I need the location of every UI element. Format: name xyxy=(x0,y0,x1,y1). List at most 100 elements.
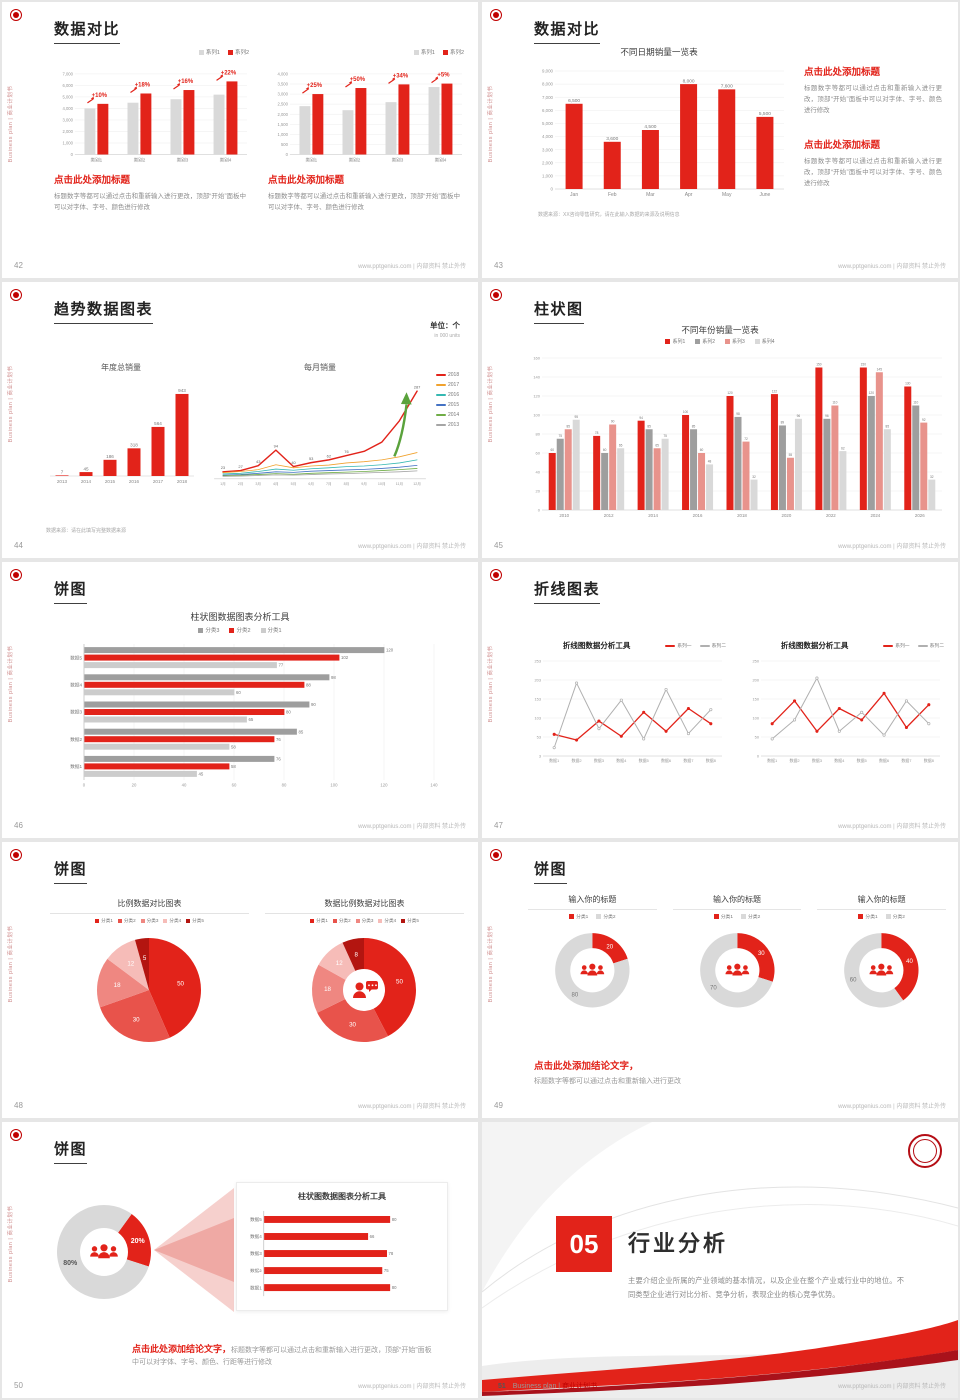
svg-text:20: 20 xyxy=(606,944,613,950)
slide-46[interactable]: Business plan | 商业计划书 饼图 柱状图数据图表分析工具 分类3… xyxy=(2,562,478,838)
slide-footer: www.pptgenius.com | 内部资料 禁止外传 xyxy=(358,264,466,270)
svg-text:89: 89 xyxy=(781,421,785,425)
grouped-bar-chart: 160 140 120 100 80 60 40 20 0 2010 60 75 85 95 2012 78 6… xyxy=(533,356,942,518)
svg-text:类别3: 类别3 xyxy=(177,156,189,163)
svg-text:100: 100 xyxy=(753,716,760,721)
svg-text:4,500: 4,500 xyxy=(644,124,656,130)
legend-item: 分类2 xyxy=(741,913,760,920)
svg-text:3: 3 xyxy=(539,754,541,759)
page-number: 46 xyxy=(14,821,23,830)
svg-text:85: 85 xyxy=(299,729,304,734)
svg-text:66: 66 xyxy=(370,1234,375,1239)
slide-47[interactable]: Business plan | 商业计划书 折线图表 折线图数据分析工具 系列一… xyxy=(482,562,958,838)
svg-text:7,000: 7,000 xyxy=(542,95,554,100)
svg-text:3,000: 3,000 xyxy=(277,92,288,97)
block-body: 标题数字等都可以通过点击和重新输入进行更改，顶部“开始”面板中可以对字体、字号、… xyxy=(804,85,942,115)
svg-text:85: 85 xyxy=(566,424,570,428)
legend-item: 分类1 xyxy=(95,918,113,924)
svg-text:10月: 10月 xyxy=(378,481,386,486)
block-title: 点击此处添加标题 xyxy=(804,139,881,151)
donut-chart: 20% 80% xyxy=(56,1205,151,1299)
series-swatch xyxy=(665,644,676,647)
svg-text:2013: 2013 xyxy=(57,479,68,484)
svg-text:150: 150 xyxy=(861,363,867,367)
svg-text:80: 80 xyxy=(572,992,579,998)
svg-text:类别4: 类别4 xyxy=(220,156,232,163)
svg-text:100: 100 xyxy=(533,413,540,418)
svg-text:48: 48 xyxy=(708,460,712,464)
svg-text:12: 12 xyxy=(127,960,134,967)
slide-44[interactable]: Business plan | 商业计划书 趋势数据图表 单位：个 in 000… xyxy=(2,282,478,558)
section-body: 主要介绍企业所属的产业领域的基本情况，以及企业在整个产业或行业中的地位。不同类型… xyxy=(628,1276,904,1300)
slide-footer: www.pptgenius.com | 内部资料 禁止外传 xyxy=(358,1104,466,1110)
svg-text:20: 20 xyxy=(536,489,541,494)
slide-45[interactable]: Business plan | 商业计划书 柱状图 不同年份销量一览表 系列1 … xyxy=(482,282,958,558)
monthly-line-chart-box: 每月销量 1月 2月 3月 4月 5月 6月 7月 8月 9月 10月 11月 12月 23 27 43 94… xyxy=(208,362,466,489)
line-chart: 250 200 150 100 50 0 数据1 数据2 数据3 数据4 数据5 数据6 数据7 数据8 xyxy=(753,659,940,763)
chart-legend: 分类1 分类2 xyxy=(528,913,657,920)
series-swatch xyxy=(741,914,746,919)
slide-48[interactable]: Business plan | 商业计划书 饼图 比例数据对比图表 分类1 分类… xyxy=(2,842,478,1118)
svg-text:85: 85 xyxy=(886,424,890,428)
side-watermark: Business plan | 商业计划书 xyxy=(488,85,494,163)
chart-legend: 系列一 系列二 xyxy=(883,642,944,649)
svg-text:数据4: 数据4 xyxy=(834,757,845,763)
chart-legend: 分类1 分类2 分类3 分类4 分类5 xyxy=(265,918,464,924)
legend-item: 系列二 xyxy=(699,642,726,649)
svg-text:7,600: 7,600 xyxy=(721,84,733,90)
svg-text:45: 45 xyxy=(199,772,204,777)
legend-item: 分类3 xyxy=(140,918,158,924)
series-swatch xyxy=(436,404,446,406)
chart-title: 输入你的标题 xyxy=(672,894,802,910)
legend-item: 分类5 xyxy=(401,918,419,924)
brand-logo-icon xyxy=(10,9,22,21)
svg-text:18: 18 xyxy=(324,986,331,993)
data-source-note: 数据来源：XX咨询零售研究，请在此输入数据的来源及说明信息 xyxy=(538,212,680,218)
block-body: 标题数字等都可以通过点击和重新输入进行更改，顶部“开始”面板中可以对字体、字号、… xyxy=(268,193,460,212)
svg-text:23: 23 xyxy=(221,465,226,470)
series-swatch xyxy=(665,339,671,344)
svg-text:11月: 11月 xyxy=(396,481,403,486)
svg-text:60: 60 xyxy=(536,451,541,456)
svg-text:53: 53 xyxy=(309,456,314,461)
section-text: 行业分析 主要介绍企业所属的产业领域的基本情况，以及企业在整个产业或行业中的地位… xyxy=(628,1226,904,1302)
slide-51[interactable]: 05 行业分析 主要介绍企业所属的产业领域的基本情况，以及企业在整个产业或行业中… xyxy=(482,1122,958,1398)
slide-title: 数据对比 xyxy=(54,18,121,44)
slide-42[interactable]: Business plan | 商业计划书 数据对比 系列1 系列2 7,000… xyxy=(2,2,478,278)
legend-item: 分类1 xyxy=(260,626,282,634)
svg-text:78: 78 xyxy=(389,1251,394,1256)
slide-50[interactable]: Business plan | 商业计划书 饼图 20% 80% 柱状图数据图表分… xyxy=(2,1122,478,1398)
slide-footer: www.pptgenius.com | 内部资料 禁止外传 xyxy=(358,544,466,550)
legend-item: 分类1 xyxy=(310,918,328,924)
slide-49[interactable]: Business plan | 商业计划书 饼图 输入你的标题 分类1 分类2 … xyxy=(482,842,958,1118)
page-number: 43 xyxy=(494,261,503,270)
svg-text:数据2: 数据2 xyxy=(70,736,82,743)
slide-43[interactable]: Business plan | 商业计划书 数据对比 不同日期销量一览表 9,0… xyxy=(482,2,958,278)
svg-text:9,000: 9,000 xyxy=(542,69,554,74)
series-swatch xyxy=(436,394,446,396)
svg-text:50: 50 xyxy=(396,978,403,985)
donut-chart-box: 数据比例数据对比图表 分类1 分类2 分类3 分类4 分类5 50 30 18 12 8 xyxy=(265,898,464,1056)
svg-text:120: 120 xyxy=(386,648,394,653)
series-swatch xyxy=(883,644,894,647)
chart-title: 比例数据对比图表 xyxy=(50,898,249,914)
legend-item: 分类1 xyxy=(713,913,733,920)
svg-text:7: 7 xyxy=(61,470,64,475)
svg-text:40: 40 xyxy=(182,783,187,788)
svg-text:153: 153 xyxy=(535,697,542,702)
svg-text:4月: 4月 xyxy=(273,481,279,486)
svg-text:60: 60 xyxy=(603,448,607,452)
svg-text:数据8: 数据8 xyxy=(924,757,935,763)
svg-text:96: 96 xyxy=(797,414,801,418)
svg-text:62: 62 xyxy=(841,446,845,450)
page-number: 51 xyxy=(498,1383,506,1390)
slide-title: 折线图表 xyxy=(534,578,601,604)
legend-item: 分类2 xyxy=(332,918,351,924)
svg-text:53: 53 xyxy=(537,735,541,740)
svg-text:30: 30 xyxy=(133,1017,140,1024)
chart-title: 折线图数据分析工具 xyxy=(780,641,849,650)
svg-text:数据5: 数据5 xyxy=(250,1216,262,1223)
legend-item: 2014 xyxy=(436,412,466,418)
side-watermark: Business plan | 商业计划书 xyxy=(488,645,494,723)
